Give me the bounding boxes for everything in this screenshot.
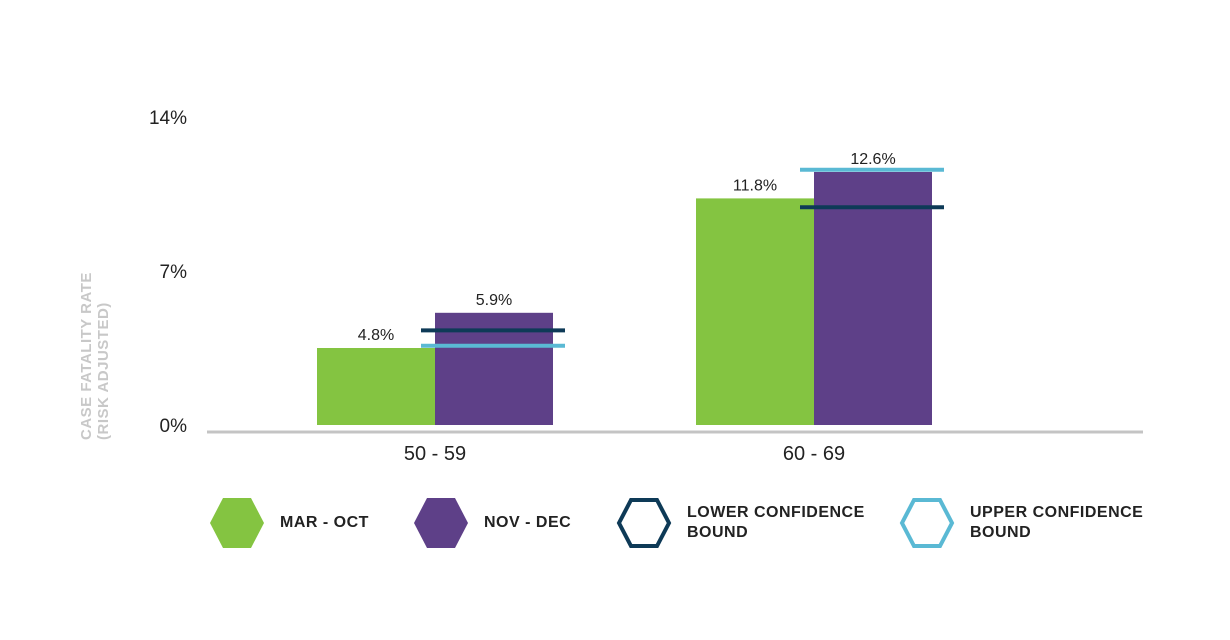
- light-blue-hexagon-outline-icon: [899, 498, 955, 548]
- data-label: 4.8%: [358, 327, 394, 344]
- legend: MAR - OCT NOV - DEC LOWER CONFIDENCE BOU…: [0, 496, 1230, 556]
- y-axis-label: CASE FATALITY RATE (RISK ADJUSTED): [78, 240, 112, 440]
- purple-hexagon-icon: [414, 498, 468, 548]
- y-tick-label: 14%: [149, 108, 187, 129]
- data-label: 11.8%: [733, 177, 777, 194]
- green-hexagon-icon: [210, 498, 264, 548]
- data-label: 12.6%: [850, 151, 895, 168]
- bar: [814, 172, 932, 425]
- data-label: 5.9%: [476, 292, 512, 309]
- legend-label-mar-oct: MAR - OCT: [280, 514, 369, 531]
- legend-label-nov-dec: NOV - DEC: [484, 514, 572, 531]
- legend-item-upper-bound: UPPER CONFIDENCE BOUND: [898, 496, 1143, 550]
- legend-label-lower-line-2: BOUND: [687, 524, 749, 541]
- legend-item-lower-bound: LOWER CONFIDENCE BOUND: [615, 496, 865, 550]
- legend-label-upper-line-1: UPPER CONFIDENCE: [970, 504, 1144, 521]
- bar: [696, 198, 814, 425]
- legend-label-upper-line-2: BOUND: [970, 524, 1032, 541]
- y-axis-label-line-2: (RISK ADJUSTED): [95, 302, 112, 440]
- legend-item-nov-dec: NOV - DEC: [412, 496, 571, 550]
- x-category-label: 50 - 59: [404, 443, 466, 465]
- y-tick-label: 0%: [160, 416, 188, 437]
- legend-item-mar-oct: MAR - OCT: [208, 496, 369, 550]
- legend-label-lower-line-1: LOWER CONFIDENCE: [687, 504, 865, 521]
- dark-blue-hexagon-outline-icon: [616, 498, 672, 548]
- y-axis-label-line-1: CASE FATALITY RATE: [78, 272, 95, 440]
- bar: [317, 348, 435, 425]
- x-category-label: 60 - 69: [783, 443, 845, 465]
- y-tick-label: 7%: [160, 262, 188, 283]
